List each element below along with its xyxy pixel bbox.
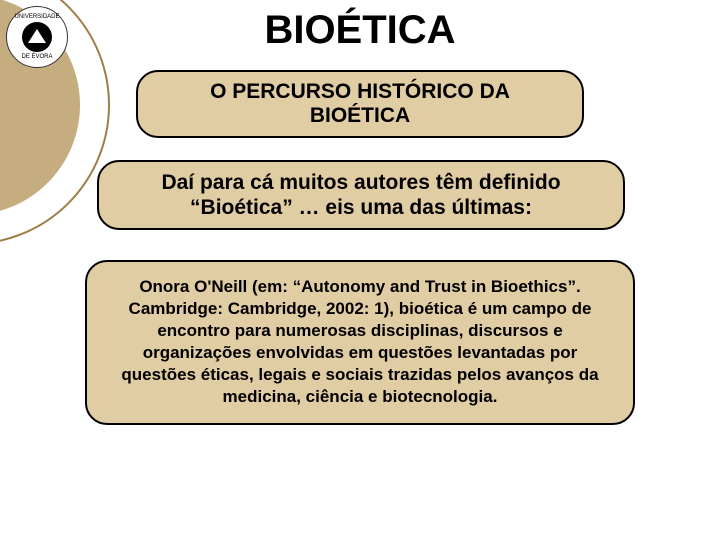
subtitle-box: O PERCURSO HISTÓRICO DA BIOÉTICA — [136, 70, 584, 138]
logo-emblem-icon — [22, 22, 52, 52]
quote-author: Onora O'Neill — [139, 277, 247, 296]
quote-box: Onora O'Neill (em: “Autonomy and Trust i… — [85, 260, 635, 425]
logo-bottom-text: DE ÉVORA — [21, 54, 52, 60]
intro-box: Daí para cá muitos autores têm definido … — [97, 160, 625, 230]
quote-body: (em: “Autonomy and Trust in Bioethics”. … — [121, 277, 598, 406]
university-logo: UNIVERSIDADE DE ÉVORA — [6, 6, 68, 68]
intro-text: Daí para cá muitos autores têm definido … — [161, 171, 560, 219]
slide: UNIVERSIDADE DE ÉVORA BIOÉTICA O PERCURS… — [0, 0, 720, 540]
logo-top-text: UNIVERSIDADE — [14, 14, 59, 20]
page-title: BIOÉTICA — [0, 8, 720, 53]
subtitle-text: O PERCURSO HISTÓRICO DA BIOÉTICA — [210, 80, 510, 127]
